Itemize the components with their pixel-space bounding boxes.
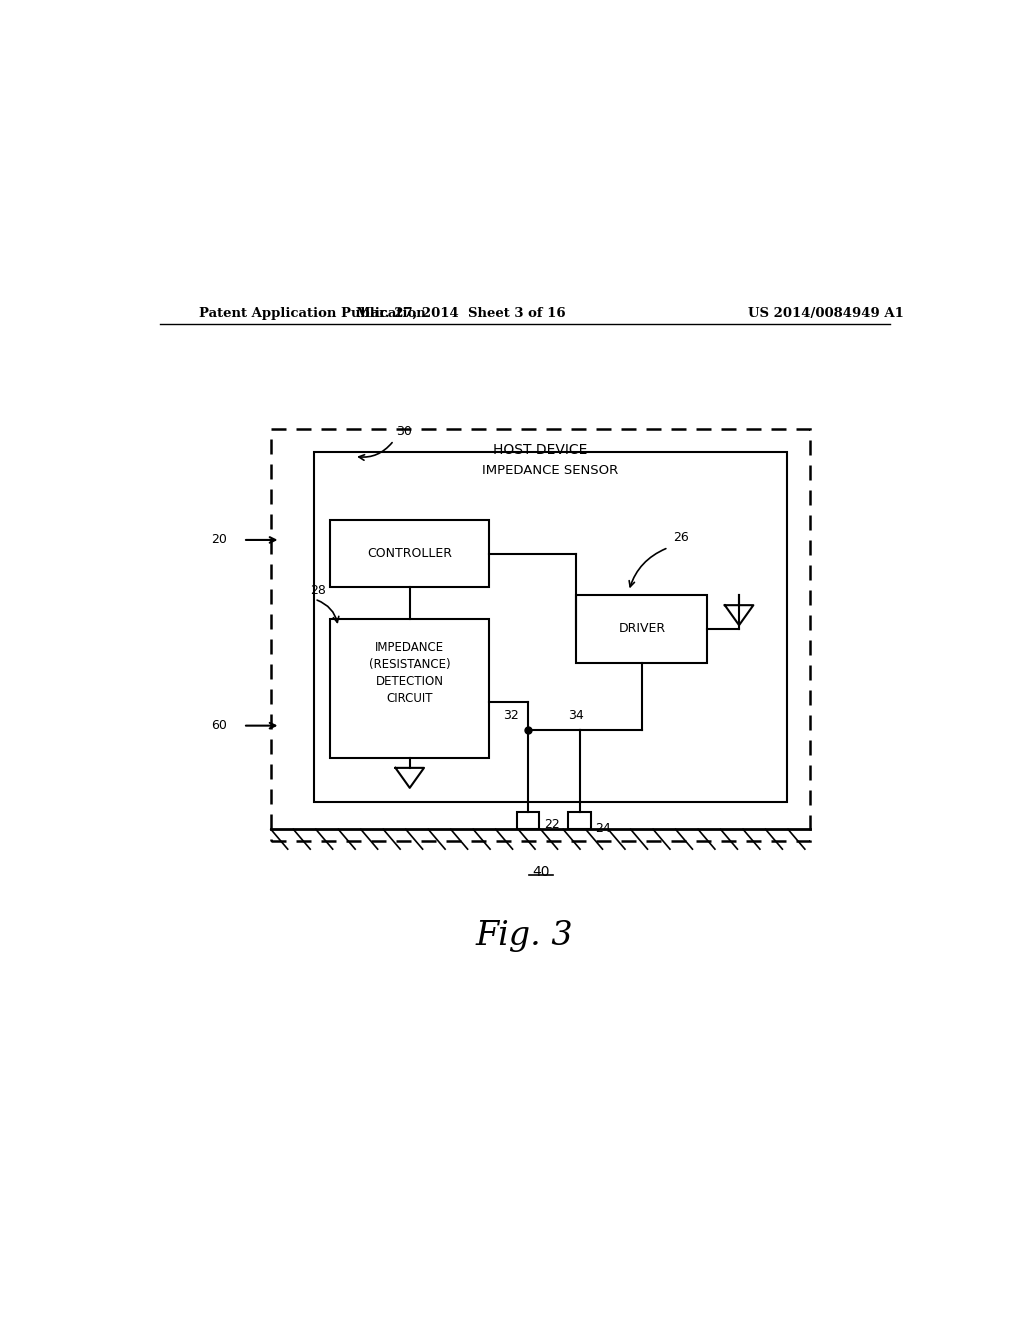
FancyBboxPatch shape <box>270 429 811 841</box>
Text: 60: 60 <box>211 719 227 733</box>
FancyBboxPatch shape <box>331 619 489 758</box>
Text: 40: 40 <box>531 865 550 879</box>
Text: Patent Application Publication: Patent Application Publication <box>200 308 426 319</box>
Text: IMPEDANCE SENSOR: IMPEDANCE SENSOR <box>482 465 618 478</box>
Text: CONTROLLER: CONTROLLER <box>368 546 453 560</box>
Text: 34: 34 <box>567 709 584 722</box>
Text: DRIVER: DRIVER <box>618 623 666 635</box>
Text: 20: 20 <box>211 533 227 546</box>
FancyBboxPatch shape <box>517 812 539 829</box>
Text: 30: 30 <box>396 425 412 438</box>
Text: 22: 22 <box>544 818 559 832</box>
Text: Mar. 27, 2014  Sheet 3 of 16: Mar. 27, 2014 Sheet 3 of 16 <box>356 308 566 319</box>
Text: 32: 32 <box>503 709 518 722</box>
FancyBboxPatch shape <box>568 812 591 829</box>
FancyBboxPatch shape <box>314 453 786 801</box>
Text: HOST DEVICE: HOST DEVICE <box>494 442 588 457</box>
FancyBboxPatch shape <box>331 520 489 587</box>
Text: 24: 24 <box>595 822 611 836</box>
Text: 28: 28 <box>310 583 327 597</box>
Text: Fig. 3: Fig. 3 <box>476 920 573 953</box>
Text: IMPEDANCE
(RESISTANCE)
DETECTION
CIRCUIT: IMPEDANCE (RESISTANCE) DETECTION CIRCUIT <box>369 640 451 705</box>
Text: US 2014/0084949 A1: US 2014/0084949 A1 <box>749 308 904 319</box>
Text: 26: 26 <box>673 531 689 544</box>
FancyBboxPatch shape <box>577 595 708 663</box>
